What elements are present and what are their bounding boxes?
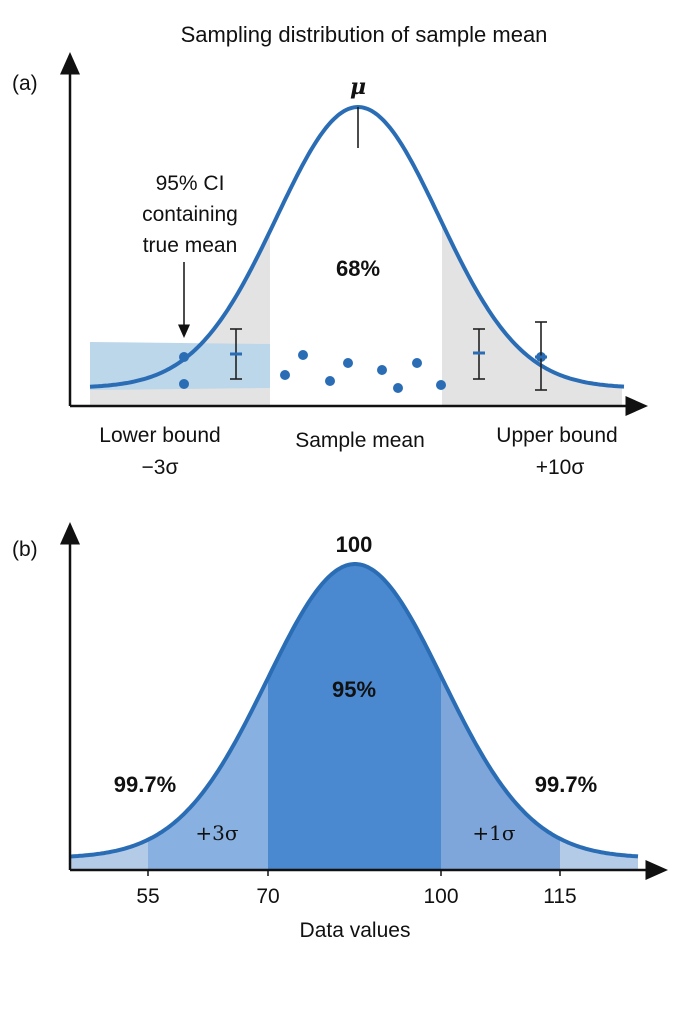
ci-annotation-line2: containing [142, 203, 238, 226]
panel-b-label: (b) [12, 538, 38, 561]
region-far-left [70, 564, 148, 870]
sample-point [280, 370, 290, 380]
error-bar [473, 328, 485, 380]
x-ticks: 55 70 100 115 [136, 870, 577, 908]
error-bar [535, 321, 547, 391]
region-far-right [560, 564, 638, 870]
panel-b-regions [70, 564, 638, 870]
sample-point [179, 352, 189, 362]
sample-point [393, 383, 403, 393]
right-sigma-label: +1σ [472, 821, 515, 845]
panel-a: (a) μ 68% 95% CI containing true mean Lo… [12, 52, 648, 479]
sample-point [325, 376, 335, 386]
ci-annotation-line1: 95% CI [156, 172, 225, 195]
lower-bound-sigma: −3σ [142, 456, 179, 479]
mu-label: μ [350, 74, 366, 100]
right-percent-label: 99.7% [535, 772, 597, 797]
panel-a-label: (a) [12, 72, 38, 95]
sample-point [343, 358, 353, 368]
sample-point [298, 350, 308, 360]
left-sigma-label: +3σ [195, 821, 238, 845]
x-tick-label: 55 [136, 885, 159, 908]
percent-95-label: 95% [332, 677, 376, 702]
ci-annotation-line3: true mean [143, 234, 238, 257]
sample-point [412, 358, 422, 368]
peak-value-label: 100 [336, 532, 373, 557]
upper-bound-sigma: +10σ [536, 456, 585, 479]
x-tick-label: 115 [543, 885, 576, 908]
lower-bound-label: Lower bound [99, 424, 220, 447]
sample-point [377, 365, 387, 375]
sample-points [179, 350, 546, 393]
sample-mean-label: Sample mean [295, 429, 425, 452]
percent-68-label: 68% [336, 256, 380, 281]
sampling-distribution-curve [89, 104, 625, 389]
x-tick-label: 70 [256, 885, 279, 908]
left-percent-label: 99.7% [114, 772, 176, 797]
sample-point [436, 380, 446, 390]
region-center [268, 564, 441, 870]
x-tick-label: 100 [423, 885, 458, 908]
figure-title: Sampling distribution of sample mean [181, 22, 548, 47]
error-bars [230, 321, 547, 391]
ci-band [90, 342, 270, 390]
normal-curve [69, 562, 639, 859]
upper-bound-label: Upper bound [496, 424, 617, 447]
error-bar [230, 328, 242, 380]
x-axis-label: Data values [300, 919, 411, 942]
sample-point [179, 379, 189, 389]
panel-b: (b) 100 95% 99.7% 99.7% +3σ +1σ 55 70 100 1… [12, 522, 668, 942]
